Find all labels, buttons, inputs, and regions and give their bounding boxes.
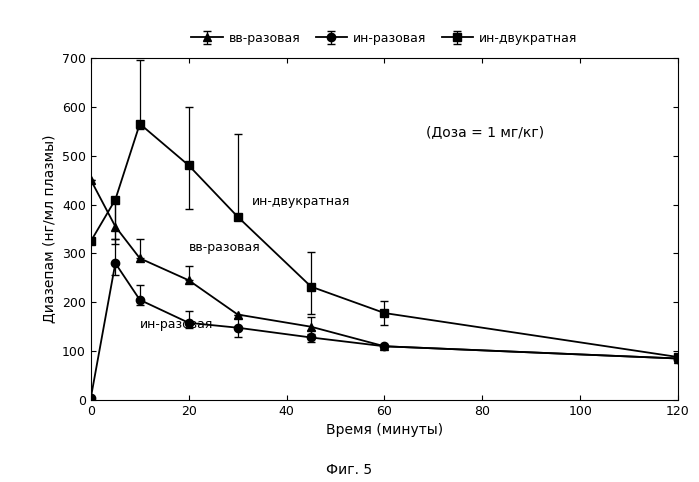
Text: ин-разовая: ин-разовая <box>140 318 213 331</box>
Text: Фиг. 5: Фиг. 5 <box>326 463 373 477</box>
Text: (Доза = 1 мг/кг): (Доза = 1 мг/кг) <box>426 125 544 140</box>
Text: ин-двукратная: ин-двукратная <box>252 196 351 209</box>
Text: вв-разовая: вв-разовая <box>189 241 261 254</box>
Y-axis label: Диазепам (нг/мл плазмы): Диазепам (нг/мл плазмы) <box>43 134 57 323</box>
X-axis label: Время (минуты): Время (минуты) <box>326 424 443 438</box>
Legend: вв-разовая, ин-разовая, ин-двукратная: вв-разовая, ин-разовая, ин-двукратная <box>192 32 577 45</box>
